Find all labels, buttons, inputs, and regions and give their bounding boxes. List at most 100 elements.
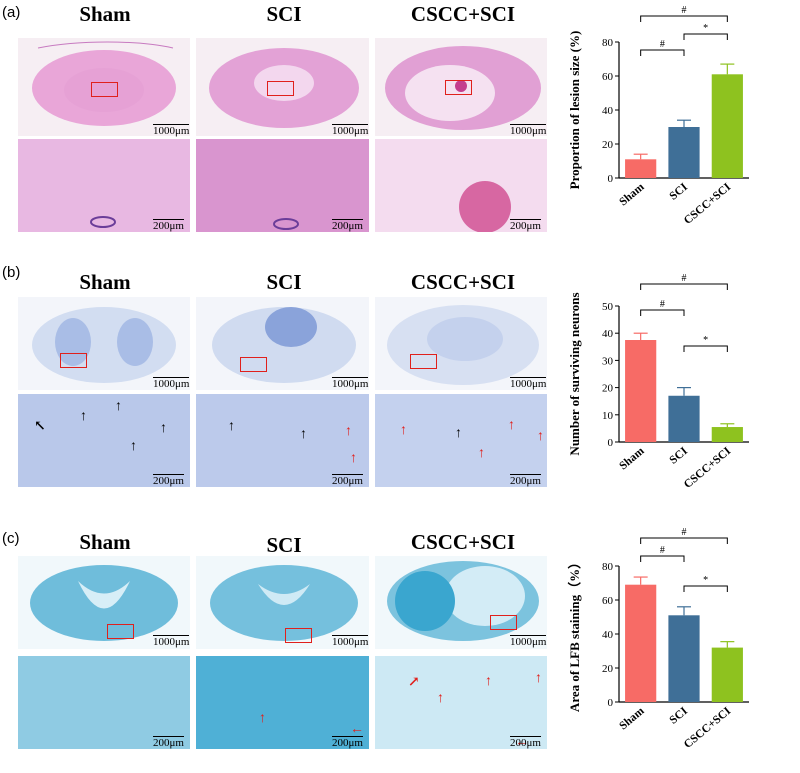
arrow-icon: ↑ [508, 418, 515, 433]
arrow-icon: ↑ [350, 451, 357, 466]
arrow-icon: ↑ [259, 711, 266, 726]
x-tick-label: Sham [617, 181, 647, 209]
he-section-sci [196, 38, 369, 136]
arrow-icon: ↑ [400, 423, 407, 438]
significance-mark: * [703, 575, 708, 586]
significance-mark: * [703, 23, 708, 34]
significance-mark: # [682, 273, 687, 284]
y-tick-label: 0 [608, 173, 614, 185]
y-tick-label: 60 [602, 595, 614, 607]
significance-bracket [683, 345, 728, 352]
significance-bracket [640, 555, 685, 562]
arrow-icon: ↑ [160, 421, 167, 436]
scale-bar-c-sham-bottom: 200μm [153, 736, 184, 749]
lfb-zoom-sci [196, 656, 369, 749]
y-axis-label: Number of surviving neurons [567, 292, 582, 455]
arrow-icon: ↗ [408, 675, 420, 690]
arrow-icon: ↑ [537, 429, 544, 444]
arrow-icon: ↑ [115, 399, 122, 414]
scale-bar-c-cscc-sci-top: 1000μm [510, 635, 547, 648]
bar [711, 74, 743, 178]
column-title-sham: Sham [79, 2, 131, 26]
lesion-size-bar-chart: Proportion of lesion size (%) 0 20 40 60 80 Sh… [567, 5, 749, 227]
bar [668, 615, 700, 702]
panel-label-b: (b) [2, 264, 21, 281]
arrow-icon: ↑ [437, 691, 444, 706]
scale-bar-a-sci-bottom: 200μm [332, 219, 363, 232]
arrow-icon: ↑ [455, 426, 462, 441]
scale-bar-c-sci-bottom: 200μm [332, 736, 363, 749]
nissl-zoom-sci [196, 394, 369, 487]
x-tick-label: CSCC+SCI [682, 445, 734, 491]
significance-mark: # [682, 527, 687, 538]
lfb-section-sham [18, 556, 190, 649]
significance-bracket [640, 537, 728, 544]
roi-box-c-sci [285, 628, 312, 643]
significance-bracket [640, 309, 685, 316]
surviving-neurons-bar-chart: Number of surviving neurons 0 10 20 30 40 50 Sh… [567, 273, 749, 491]
scale-bar-b-sci-bottom: 200μm [332, 474, 363, 487]
scale-bar-a-sham-top: 1000μm [153, 124, 190, 137]
lfb-section-sci [196, 556, 369, 649]
column-title-sham: Sham [79, 530, 131, 554]
column-title-cscc-sci: CSCC+SCI [410, 2, 516, 26]
scale-bar-c-sham-top: 1000μm [153, 635, 190, 648]
significance-mark: * [703, 335, 708, 346]
arrow-icon: ↑ [130, 439, 137, 454]
arrow-icon: ↑ [485, 674, 492, 689]
panel-label-a: (a) [2, 4, 21, 21]
significance-mark: # [660, 39, 665, 50]
y-tick-label: 10 [602, 410, 614, 422]
scale-bar-b-cscc-sci-top: 1000μm [510, 377, 547, 390]
column-title-sham: Sham [79, 270, 131, 294]
scale-bar-b-sham-top: 1000μm [153, 377, 190, 390]
roi-box-b-sci [240, 357, 267, 372]
scale-bar-a-cscc-sci-bottom: 200μm [510, 219, 541, 232]
column-title-sci: SCI [266, 270, 302, 294]
lfb-zoom-cscc-sci [375, 656, 547, 749]
arrow-icon: ↑ [300, 427, 307, 442]
bar [625, 340, 657, 442]
nissl-section-cscc-sci [375, 297, 547, 390]
y-tick-label: 50 [602, 301, 614, 313]
y-tick-label: 40 [602, 328, 614, 340]
he-zoom-cscc-sci [375, 139, 547, 232]
x-tick-label: SCI [668, 705, 691, 727]
scale-bar-a-sham-bottom: 200μm [153, 219, 184, 232]
he-section-sham [18, 38, 190, 136]
column-title-cscc-sci: CSCC+SCI [410, 270, 516, 294]
roi-box-b-cscc-sci [410, 354, 437, 369]
x-tick-label: SCI [668, 445, 691, 467]
he-zoom-sham [18, 139, 190, 232]
roi-box-c-sham [107, 624, 134, 639]
lfb-area-bar-chart: Area of LFB staining（%） 0 20 40 60 80 Sham SCIC… [567, 527, 749, 751]
y-tick-label: 40 [602, 105, 614, 117]
scale-bar-b-cscc-sci-bottom: 200μm [510, 474, 541, 487]
significance-mark: # [682, 5, 687, 16]
nissl-section-sci [196, 297, 369, 390]
scale-bar-c-cscc-sci-bottom: 200μm [510, 736, 541, 749]
arrow-icon: ↑ [535, 671, 542, 686]
significance-bracket [640, 283, 728, 290]
lfb-section-cscc-sci [375, 556, 547, 649]
scale-bar-b-sham-bottom: 200μm [153, 474, 184, 487]
arrow-icon: ↖ [34, 419, 46, 434]
y-tick-label: 30 [602, 355, 614, 367]
column-title-sci: SCI [266, 533, 302, 557]
scale-bar-a-cscc-sci-top: 1000μm [510, 124, 547, 137]
panel-label-c: (c) [2, 530, 20, 547]
bar [625, 159, 657, 178]
significance-bracket [640, 15, 728, 22]
bar [711, 647, 743, 702]
bar [668, 395, 700, 442]
y-tick-label: 40 [602, 629, 614, 641]
y-axis-label: Area of LFB staining（%） [567, 556, 582, 712]
nissl-zoom-cscc-sci [375, 394, 547, 487]
arrow-icon: ← [350, 722, 364, 737]
bar [668, 127, 700, 178]
y-tick-label: 20 [602, 663, 614, 675]
y-tick-label: 0 [608, 697, 614, 709]
nissl-section-sham [18, 297, 190, 390]
lfb-zoom-sham [18, 656, 190, 749]
y-tick-label: 60 [602, 71, 614, 83]
